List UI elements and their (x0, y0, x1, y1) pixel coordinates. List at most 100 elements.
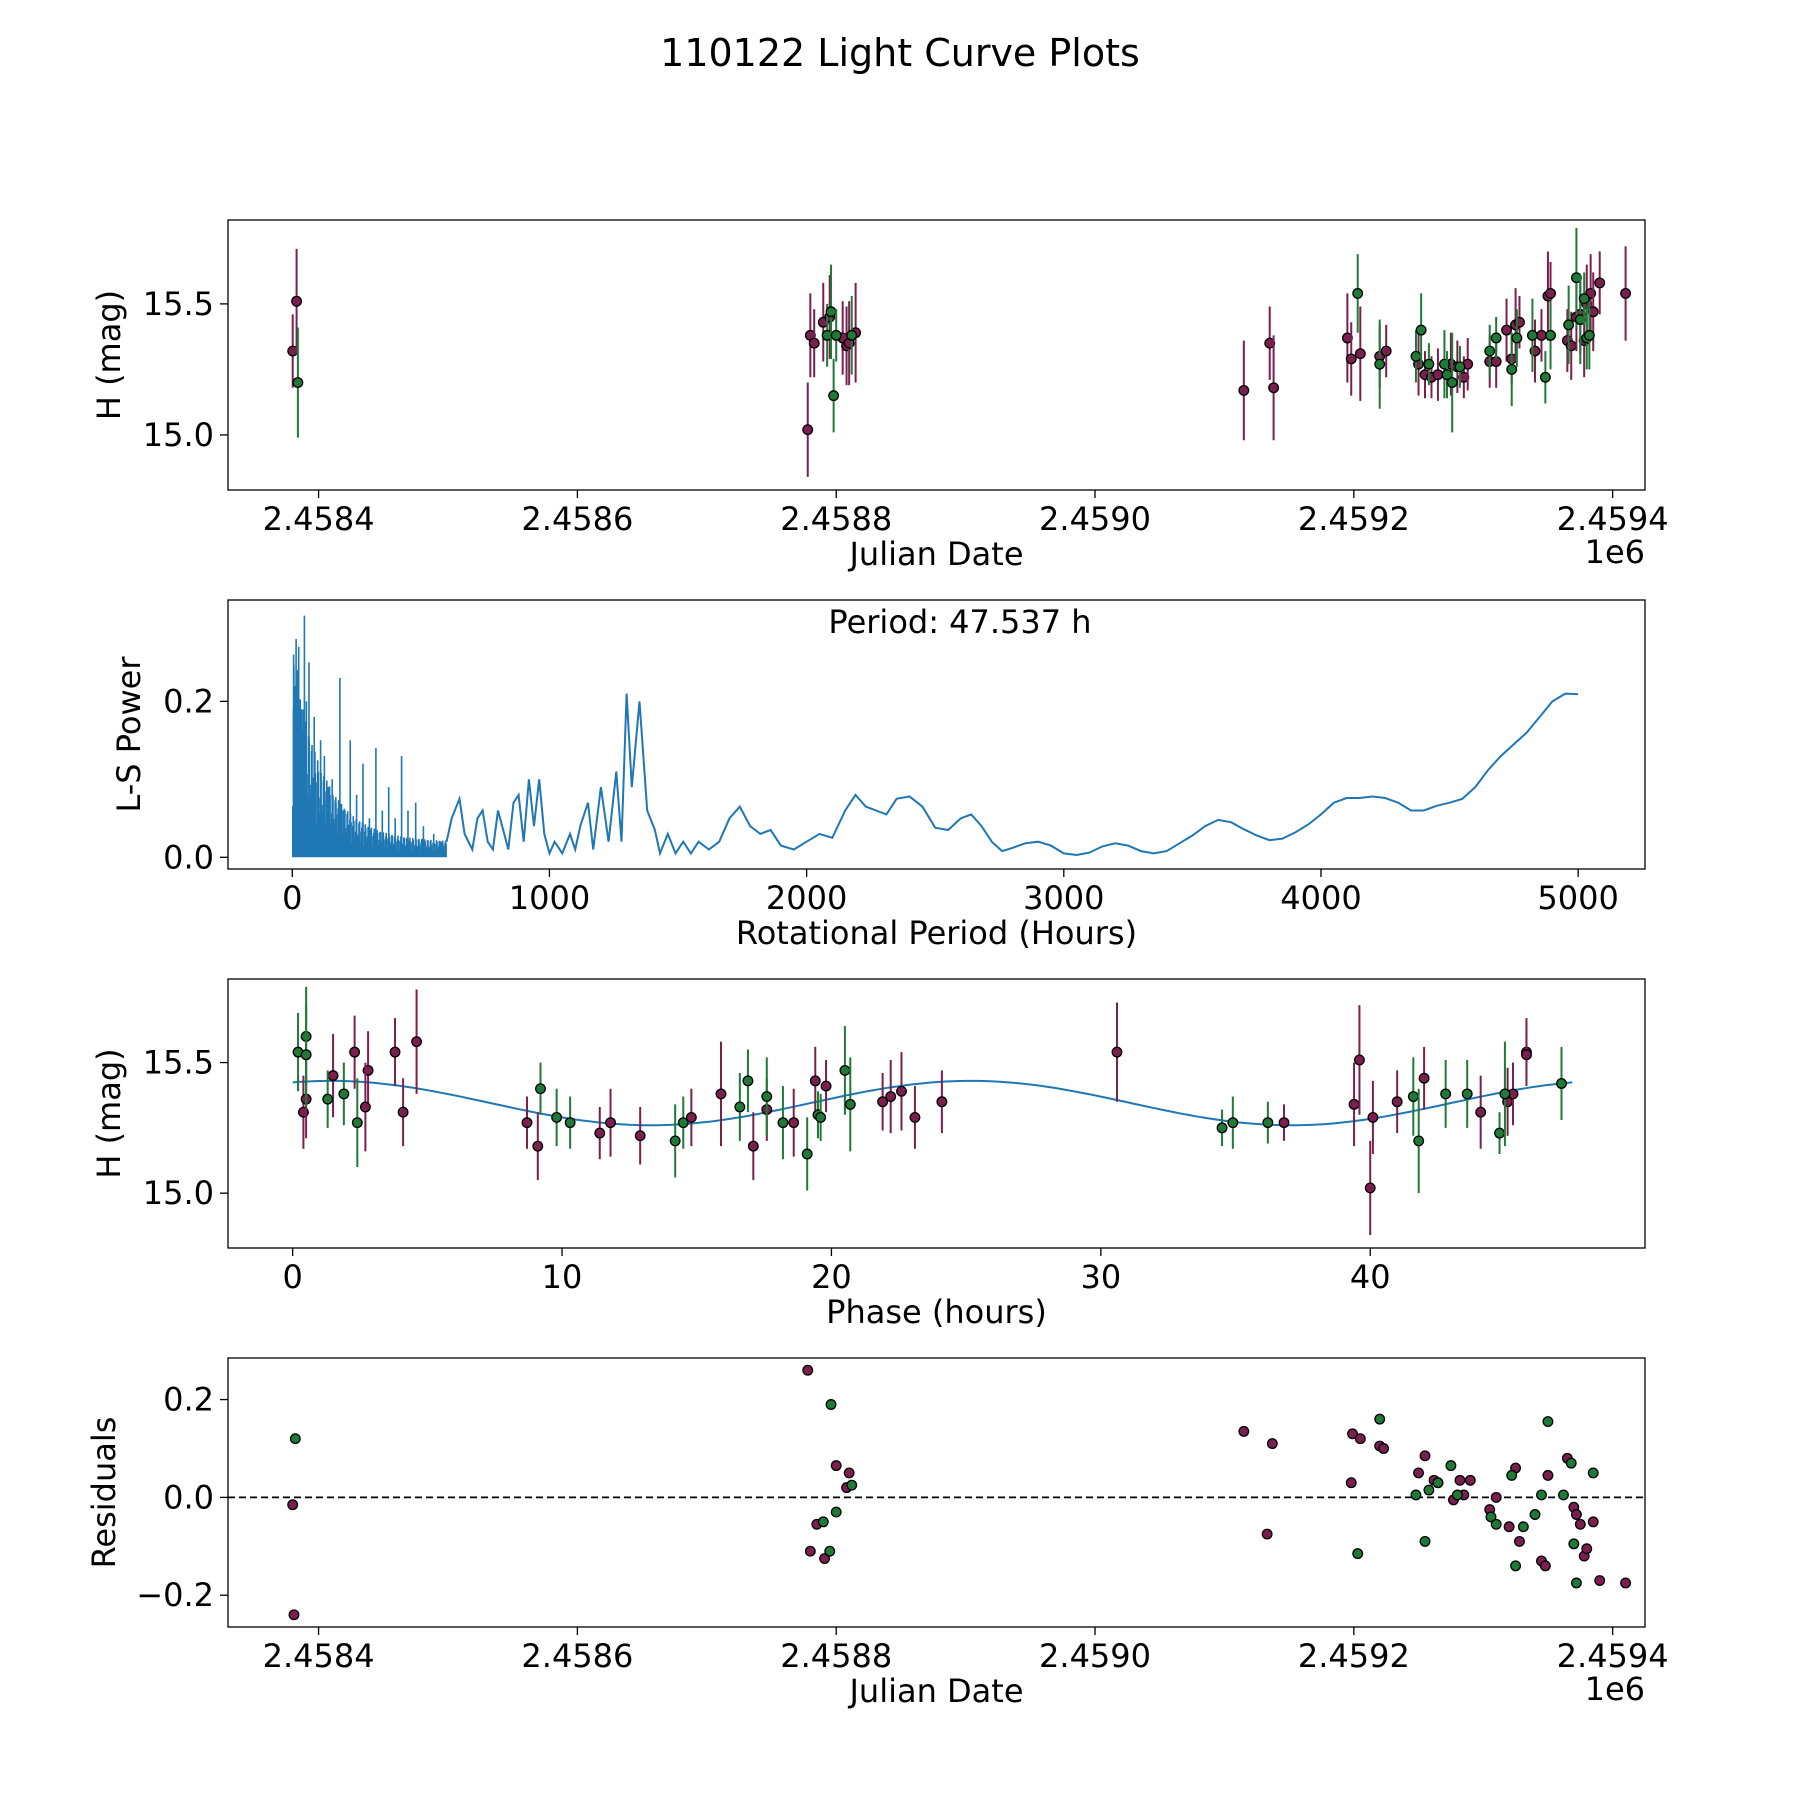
data-point (839, 1064, 851, 1076)
data-point (809, 1075, 821, 1087)
data-point (825, 1399, 837, 1410)
data-point (1413, 1467, 1424, 1479)
data-point (1514, 1535, 1525, 1547)
data-point (1432, 1477, 1444, 1489)
period-annotation: Period: 47.537 h (828, 603, 1091, 641)
x-axis-label: Phase (hours) (826, 1293, 1047, 1331)
data-point (830, 329, 842, 341)
data-point (1262, 1117, 1274, 1129)
data-point (1461, 1088, 1473, 1100)
data-point (322, 1093, 334, 1105)
data-point (1574, 1518, 1586, 1530)
sinusoid-fit-curve (292, 1079, 1573, 1127)
data-point (1556, 1078, 1567, 1089)
x-axis-label: Julian Date (847, 535, 1023, 573)
y-axis-label: H (mag) (90, 1048, 128, 1178)
x-tick-label: 2.4592 (1298, 1637, 1410, 1675)
data-point (734, 1101, 746, 1113)
data-point (351, 1117, 363, 1129)
data-point (551, 1111, 563, 1123)
data-point (1539, 371, 1551, 383)
data-point (747, 1140, 759, 1152)
axes-frame (227, 599, 1646, 870)
data-point (802, 1364, 814, 1376)
series-band-b (289, 1399, 1599, 1589)
data-point (808, 337, 820, 349)
data-point (289, 1433, 301, 1445)
data-point (1581, 1543, 1593, 1555)
y-tick-label: 15.0 (143, 416, 214, 454)
data-point (1594, 277, 1606, 289)
x-tick-label: 10 (542, 1258, 583, 1296)
data-point (742, 1075, 754, 1087)
data-point (685, 1111, 697, 1123)
data-point (820, 1080, 832, 1092)
data-point (1475, 1106, 1487, 1118)
data-point (349, 1046, 361, 1058)
data-point (1410, 350, 1422, 362)
data-point (1352, 1548, 1364, 1560)
x-tick-label: 2.4594 (1557, 500, 1669, 538)
data-point (1364, 1182, 1376, 1194)
x-tick-label: 2.4594 (1557, 1637, 1669, 1675)
data-point (397, 1106, 409, 1118)
data-point (1348, 1098, 1360, 1110)
data-point (1620, 1577, 1632, 1589)
data-point (1227, 1117, 1239, 1129)
data-point (1506, 363, 1518, 375)
y-tick-label: −0.2 (136, 1576, 214, 1614)
x-axis-label: Rotational Period (Hours) (736, 914, 1137, 952)
data-point (288, 1609, 300, 1621)
x-tick-label: 0 (282, 1258, 302, 1296)
data-point (1419, 1450, 1431, 1462)
data-point (1558, 1489, 1569, 1501)
data-point (677, 1117, 689, 1129)
data-point (1545, 287, 1556, 299)
data-point (1536, 1489, 1547, 1501)
data-point (1418, 1072, 1430, 1084)
x-tick-label: 1000 (509, 879, 590, 917)
data-point (1542, 1469, 1554, 1481)
data-point (801, 1148, 813, 1160)
data-point (1451, 1489, 1463, 1501)
data-point (815, 1111, 827, 1123)
data-point (1587, 1467, 1599, 1479)
data-point (291, 295, 303, 307)
data-point (1374, 1413, 1386, 1425)
data-point (359, 1101, 371, 1113)
data-point (896, 1085, 907, 1097)
x-tick-label: 2.4590 (1039, 500, 1151, 538)
data-point (669, 1135, 681, 1147)
data-point (1454, 1474, 1466, 1486)
data-point (1216, 1122, 1228, 1134)
x-tick-label: 2.4584 (263, 1637, 375, 1675)
data-point (1354, 1433, 1366, 1445)
data-point (1539, 1560, 1551, 1572)
data-point (825, 306, 837, 318)
data-point (1506, 1469, 1518, 1481)
data-point (777, 1117, 789, 1129)
data-point (1423, 358, 1435, 370)
y-tick-label: 0.2 (163, 682, 214, 720)
data-point (1345, 353, 1357, 365)
data-point (846, 1479, 858, 1491)
data-point (1568, 1538, 1580, 1550)
data-point (1415, 324, 1427, 336)
data-point (877, 1096, 889, 1108)
data-point (1545, 329, 1556, 341)
y-tick-label: 0.0 (163, 1478, 214, 1516)
data-point (411, 1036, 423, 1048)
data-point (1268, 382, 1280, 394)
data-point (1570, 1577, 1582, 1589)
data-point (844, 1098, 856, 1110)
axes-frame (227, 1357, 1646, 1628)
x-tick-label: 2.4584 (263, 500, 375, 538)
x-tick-label: 2.4588 (780, 1637, 892, 1675)
periodogram-spikes (292, 615, 447, 858)
data-point (828, 390, 840, 402)
data-point (1501, 324, 1512, 336)
x-offset-label: 1e6 (1585, 1670, 1645, 1708)
data-point (843, 1467, 855, 1479)
data-point (1266, 1438, 1278, 1450)
